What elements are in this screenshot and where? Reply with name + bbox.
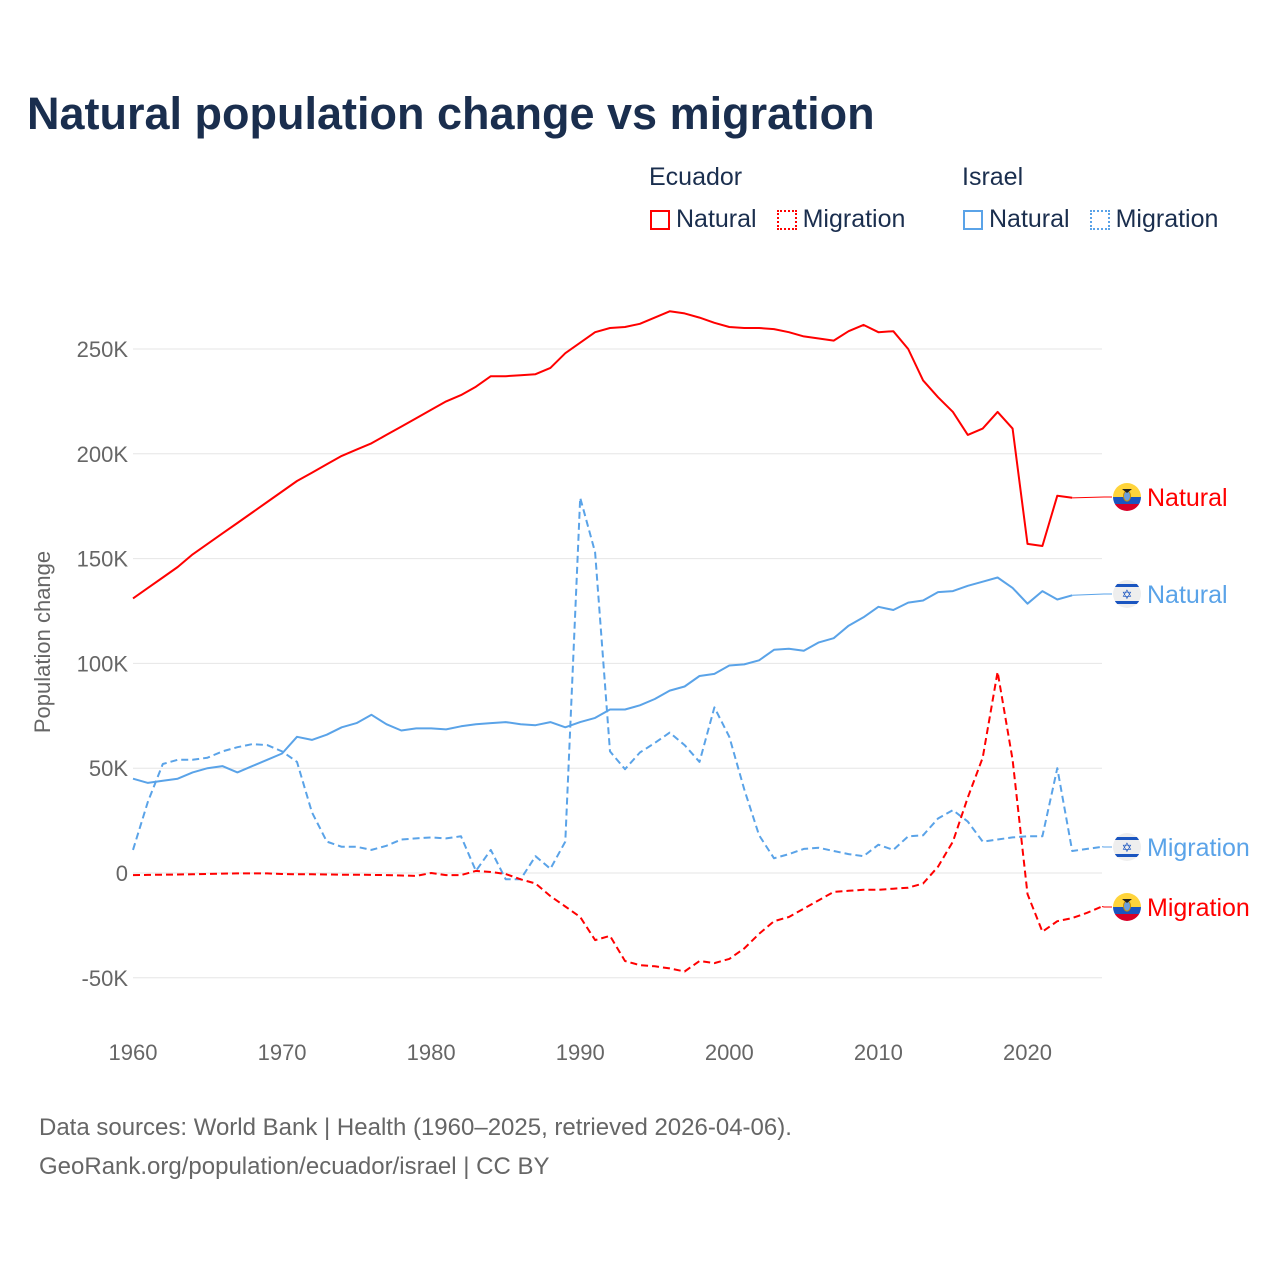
israel-flag-icon: ✡ (1113, 833, 1141, 861)
x-tick-label: 2020 (1003, 1040, 1052, 1065)
series-end-label: Migration (1147, 894, 1250, 922)
y-tick-label: 100K (77, 651, 129, 676)
dotted-swatch-icon (1089, 209, 1110, 230)
y-tick-label: 200K (77, 442, 129, 467)
x-tick-label: 1990 (556, 1040, 605, 1065)
solid-swatch-icon (650, 209, 670, 230)
svg-text:✡: ✡ (1122, 840, 1133, 855)
series-line-ecuador-migration (132, 670, 1103, 973)
legend-item-ecuador-migration[interactable]: Migration (776, 205, 906, 234)
source-line-1: Data sources: World Bank | Health (1960–… (39, 1114, 792, 1141)
legend-item-ecuador-natural[interactable]: Natural (650, 205, 757, 234)
label-connector (1072, 593, 1112, 596)
legend-label: Migration (1115, 205, 1219, 233)
y-tick-label: 0 (116, 861, 128, 886)
y-tick-label: 150K (77, 547, 129, 572)
series-line-ecuador-natural (132, 310, 1073, 600)
y-tick-label: 250K (77, 337, 129, 362)
legend-israel-items: Natural Migration (963, 205, 1218, 234)
y-tick-label: 50K (89, 756, 128, 781)
y-axis-label: Population change (30, 551, 55, 733)
legend-label: Natural (989, 205, 1070, 233)
legend-item-israel-migration[interactable]: Migration (1089, 205, 1219, 234)
series-end-label: Migration (1147, 834, 1250, 862)
legend-group-israel: Israel (962, 163, 1024, 191)
x-tick-label: 1980 (407, 1040, 456, 1065)
legend-item-israel-natural[interactable]: Natural (963, 205, 1070, 234)
legend-label: Natural (676, 205, 757, 233)
x-tick-label: 1960 (109, 1040, 158, 1065)
legend-group-ecuador: Ecuador (649, 163, 743, 191)
x-tick-label: 2000 (705, 1040, 754, 1065)
label-connector (1072, 496, 1112, 499)
x-tick-label: 1970 (258, 1040, 307, 1065)
israel-flag-icon: ✡ (1113, 580, 1141, 608)
legend-ecuador-items: Natural Migration (650, 205, 905, 234)
series-end-label: Natural (1147, 581, 1228, 609)
y-tick-label: -50K (82, 966, 129, 991)
ecuador-flag-icon (1113, 893, 1141, 921)
series-line-israel-migration (132, 496, 1103, 881)
dotted-swatch-icon (776, 209, 797, 230)
series-line-israel-natural (132, 576, 1073, 784)
source-line-2[interactable]: GeoRank.org/population/ecuador/israel | … (39, 1153, 550, 1180)
svg-text:✡: ✡ (1122, 587, 1133, 602)
x-tick-label: 2010 (854, 1040, 903, 1065)
series-end-label: Natural (1147, 484, 1228, 512)
source-note: Data sources: World Bank | Health (1960–… (39, 1108, 792, 1186)
chart-title: Natural population change vs migration (27, 88, 875, 139)
legend-label: Migration (802, 205, 906, 233)
solid-swatch-icon (963, 209, 983, 230)
ecuador-flag-icon (1113, 483, 1141, 511)
